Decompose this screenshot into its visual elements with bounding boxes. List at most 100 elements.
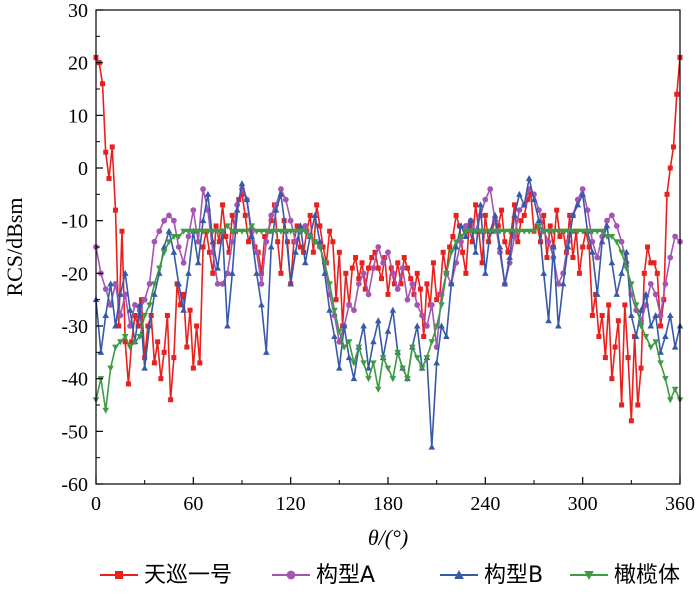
legend-marker [584, 571, 594, 580]
data-point [477, 201, 484, 208]
data-point [282, 196, 289, 203]
data-point [618, 238, 625, 245]
data-point [175, 233, 183, 240]
data-point [496, 228, 504, 235]
data-point [462, 232, 470, 239]
data-point [576, 270, 582, 276]
data-point [151, 360, 157, 366]
data-point [141, 296, 148, 303]
data-point [414, 302, 421, 308]
data-point [343, 270, 349, 276]
data-point [316, 238, 324, 245]
data-point [214, 264, 221, 271]
data-point [385, 291, 391, 297]
data-point [645, 244, 651, 250]
data-point [204, 190, 212, 197]
data-point [228, 228, 236, 235]
data-point [516, 207, 523, 214]
data-point [213, 223, 219, 229]
data-point [375, 244, 382, 250]
data-point [613, 223, 620, 229]
data-point [559, 228, 567, 235]
data-point [598, 238, 606, 245]
data-point [297, 228, 304, 235]
data-point [641, 270, 647, 276]
data-point [356, 276, 362, 282]
data-point [414, 270, 420, 276]
data-point [477, 228, 484, 235]
data-point [166, 212, 172, 219]
data-point [570, 255, 576, 261]
data-point [190, 228, 197, 235]
data-point [155, 265, 163, 272]
data-point [438, 322, 445, 329]
data-point [404, 296, 411, 303]
data-point [615, 318, 621, 324]
data-point [662, 280, 669, 287]
legend: 天巡一号 构型A 构型B 橄榄体 [100, 563, 680, 588]
data-point [243, 228, 251, 235]
data-point [320, 244, 326, 250]
data-point [164, 312, 170, 318]
data-point [122, 291, 129, 298]
data-point [185, 233, 192, 240]
data-point [379, 276, 385, 282]
data-point [224, 270, 231, 277]
data-point [161, 349, 167, 355]
data-point [146, 302, 153, 309]
data-point [433, 359, 440, 366]
data-point [637, 306, 645, 313]
data-point [460, 249, 466, 255]
data-point [525, 197, 531, 203]
data-point [541, 212, 547, 218]
data-point [180, 306, 187, 313]
data-point [579, 228, 586, 235]
y-tick-label: 0 [78, 158, 88, 180]
data-point [102, 311, 110, 318]
data-point [545, 317, 552, 324]
legend-item-1: 天巡一号 [100, 563, 232, 588]
data-point [292, 248, 299, 255]
data-point [589, 312, 595, 318]
data-point [515, 239, 521, 245]
data-point [146, 322, 153, 329]
data-point [651, 260, 657, 266]
data-point [165, 239, 173, 246]
data-point [604, 217, 610, 224]
data-point [496, 243, 504, 250]
data-point [141, 312, 148, 319]
data-point [606, 302, 612, 308]
data-point [200, 244, 206, 250]
data-point [671, 386, 679, 393]
data-point [103, 149, 109, 155]
y-tick-label: -10 [61, 211, 88, 233]
data-point [311, 211, 319, 218]
data-point [248, 223, 256, 230]
data-point [365, 376, 372, 383]
data-point [229, 212, 235, 218]
data-point [638, 365, 644, 371]
data-point [408, 276, 414, 282]
data-point [404, 376, 411, 383]
data-point [243, 196, 251, 203]
data-point [350, 375, 358, 382]
data-point [263, 228, 270, 235]
data-point [374, 386, 382, 393]
data-point [277, 228, 285, 235]
data-point [580, 244, 586, 250]
data-point [482, 228, 489, 235]
data-point [623, 248, 630, 255]
y-tick-label: -50 [61, 421, 88, 443]
data-point [424, 323, 430, 329]
axis-layer: 0 60 120 180 240 300 360 -60 -50 -40 -30 -20 -10 0 10 2… [61, 0, 695, 515]
data-point [593, 228, 601, 235]
data-point [107, 365, 114, 372]
data-point [317, 223, 323, 229]
data-point [452, 239, 460, 246]
data-point [160, 249, 168, 256]
data-point [574, 228, 582, 235]
data-point [125, 381, 131, 387]
data-point [482, 212, 488, 218]
data-point [168, 397, 174, 403]
data-point [486, 228, 494, 235]
